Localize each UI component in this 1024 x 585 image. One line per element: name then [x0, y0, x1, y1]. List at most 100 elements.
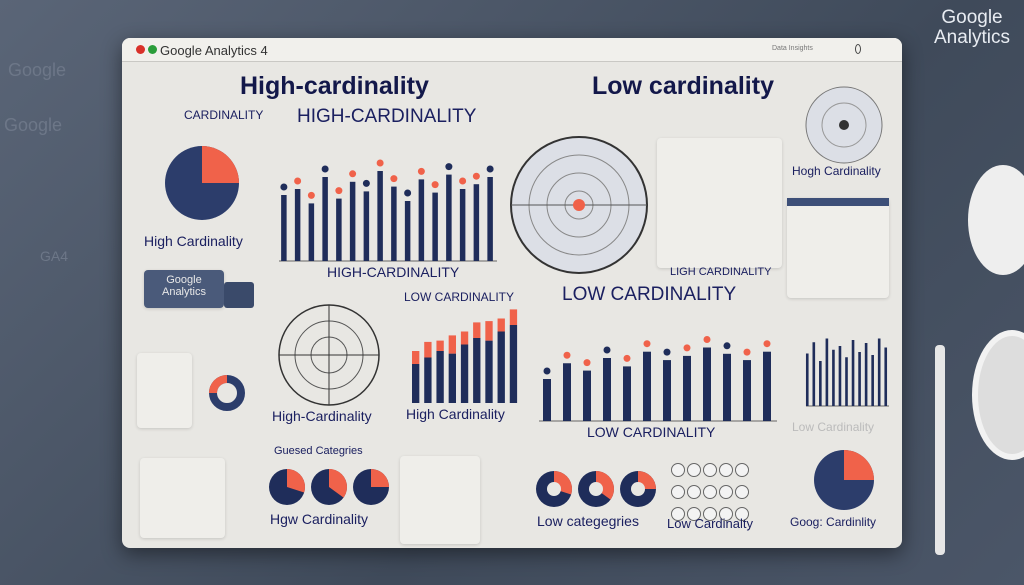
bar — [763, 351, 771, 421]
bg-text: GA4 — [40, 248, 69, 264]
circle-icon — [687, 507, 701, 521]
data-point — [376, 159, 384, 167]
circle-icon — [687, 485, 701, 499]
bar — [485, 340, 493, 403]
close-dot[interactable] — [136, 45, 145, 54]
gauge-card — [657, 138, 782, 268]
data-point — [583, 359, 591, 367]
data-point — [362, 179, 370, 187]
account-icon[interactable] — [855, 44, 861, 54]
data-point — [486, 165, 494, 173]
donut-hole — [589, 482, 603, 496]
bar — [418, 179, 425, 261]
bar — [884, 347, 888, 406]
bar — [391, 186, 397, 261]
dashboard-window: Google Analytics 4 Data Insights High-ca… — [122, 38, 902, 548]
plate — [972, 330, 1024, 460]
data-point — [349, 170, 357, 178]
bar — [819, 361, 822, 406]
bar-segment — [460, 331, 469, 345]
low-cardinality-bar-chart — [539, 336, 777, 422]
label: High-Cardinality — [272, 408, 372, 424]
bar — [825, 338, 829, 406]
bg-text: Google — [8, 60, 67, 80]
table-card — [140, 458, 225, 538]
bar — [603, 358, 611, 421]
maximize-dot[interactable] — [148, 45, 157, 54]
label: Hogh Cardinality — [792, 164, 881, 178]
bar-segment — [448, 335, 456, 354]
label: LOW CARDINALITY — [587, 424, 716, 440]
title-bar: Google Analytics 4 Data Insights — [122, 38, 902, 62]
bar — [404, 201, 411, 261]
right-bar-chart — [805, 338, 889, 407]
pie-chart-large — [814, 450, 874, 510]
circle-icon — [735, 463, 749, 477]
bowl — [968, 165, 1024, 275]
circle-icon — [735, 485, 749, 499]
bar — [349, 181, 356, 261]
bar-segment — [436, 340, 444, 351]
data-point — [335, 187, 343, 195]
bar — [743, 360, 751, 421]
bar-segment — [509, 309, 518, 325]
donut-hole — [631, 482, 645, 496]
data-point — [683, 344, 691, 352]
label: Low Cardinalty — [667, 516, 753, 531]
circle-icon — [703, 485, 717, 499]
circle-icon — [719, 507, 733, 521]
data-point — [743, 348, 751, 356]
google-analytics-logo: Google Analytics — [933, 7, 1011, 48]
bar — [509, 325, 518, 403]
circle-icon — [719, 485, 733, 499]
bar — [871, 355, 874, 406]
bar — [838, 346, 842, 406]
heading-high-caps: HIGH-CARDINALITY — [297, 106, 477, 127]
bar — [436, 351, 444, 403]
bar — [845, 357, 848, 406]
bar — [377, 171, 383, 261]
heading-low-cardinality: Low cardinality — [592, 72, 774, 100]
bar — [459, 189, 466, 261]
circle-icon — [703, 463, 717, 477]
bar — [851, 340, 855, 406]
data-point — [280, 183, 288, 191]
bar — [623, 366, 631, 421]
bar-segment — [497, 318, 505, 332]
data-point — [703, 336, 711, 343]
radar-chart-2 — [278, 304, 380, 406]
bar-segment — [485, 321, 493, 341]
icon-grid — [671, 463, 749, 521]
bar — [432, 192, 438, 261]
bar — [308, 203, 315, 261]
data-point — [294, 177, 302, 185]
bar — [663, 360, 671, 421]
heading-low-caps: LOW CARDINALITY — [562, 284, 737, 305]
bar — [543, 379, 551, 421]
label: Goog: Cardinlity — [790, 515, 877, 529]
bar — [446, 174, 452, 261]
bar — [448, 353, 456, 403]
data-point — [321, 165, 329, 173]
data-point — [763, 340, 771, 348]
bar — [412, 364, 420, 403]
bar — [683, 355, 691, 421]
pie-slice — [287, 469, 305, 493]
radar-chart — [510, 136, 648, 274]
data-point — [459, 177, 467, 185]
bar — [363, 191, 370, 261]
bar — [805, 353, 809, 406]
data-point — [445, 163, 453, 171]
circle-icon — [703, 507, 717, 521]
bar — [460, 344, 469, 403]
window-title: Google Analytics 4 — [160, 43, 268, 58]
bar — [643, 351, 651, 421]
donut-group — [536, 471, 656, 507]
data-point — [472, 172, 480, 180]
data-point — [543, 367, 551, 375]
bar-segment — [424, 341, 432, 358]
pie-chart — [165, 146, 239, 220]
high-cardinality-bar-chart — [279, 159, 497, 262]
data-point — [663, 348, 671, 356]
label: HIGH-CARDINALITY — [327, 264, 460, 280]
